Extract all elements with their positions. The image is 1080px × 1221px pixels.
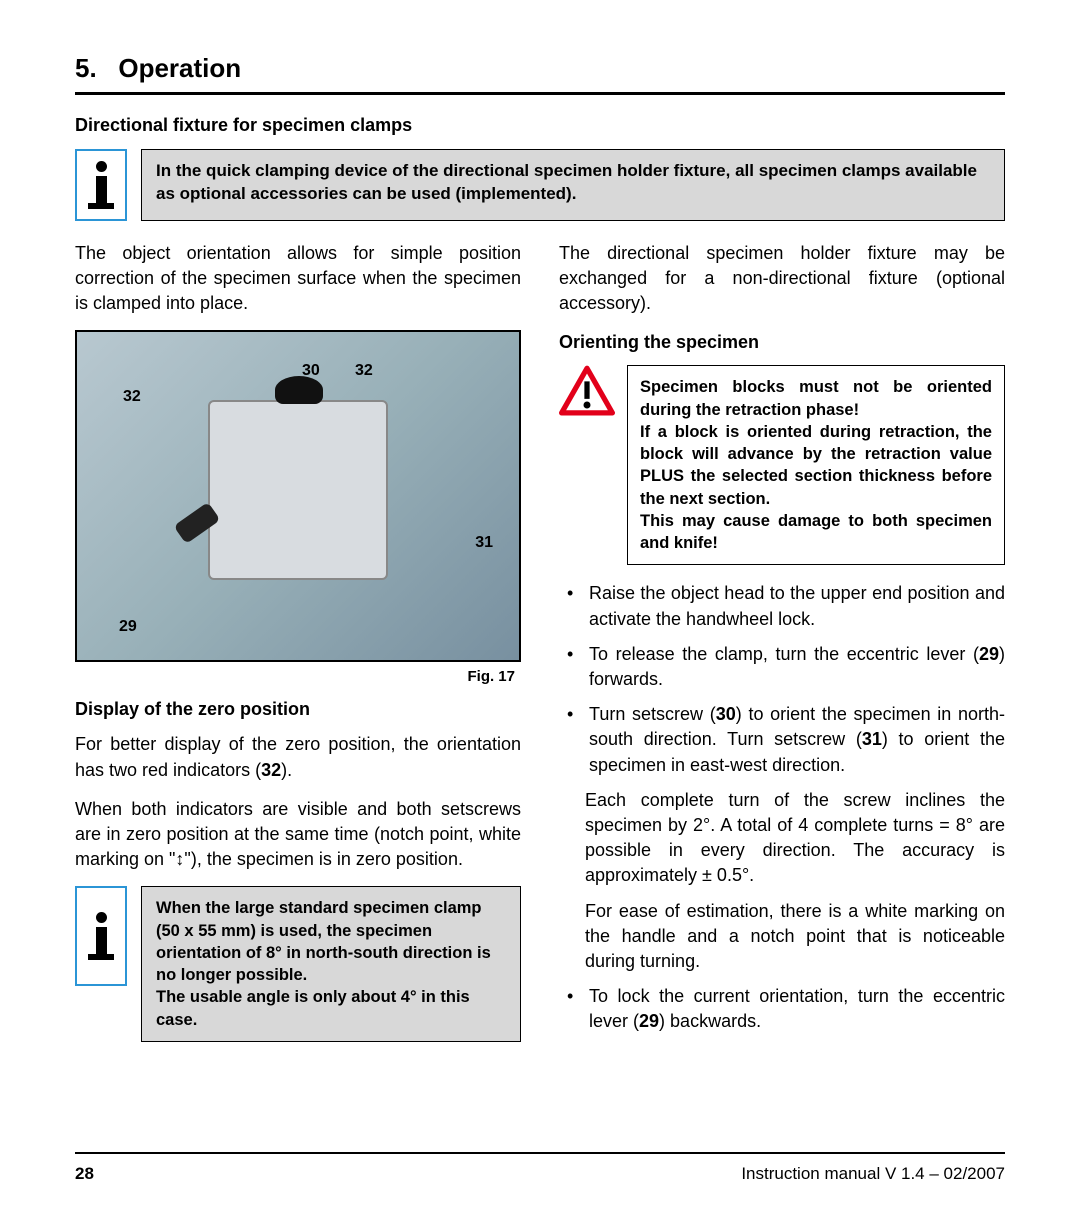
info-text-top: In the quick clamping device of the dire… [141, 149, 1005, 221]
section-number: 5. [75, 53, 97, 83]
fig-callout-32a: 32 [123, 386, 141, 408]
fig-callout-29: 29 [119, 616, 137, 638]
list-item: Raise the object head to the upper end p… [563, 581, 1005, 631]
warning-icon [559, 365, 615, 417]
instruction-list-2: To lock the current orientation, turn th… [559, 984, 1005, 1034]
subheading-fixture: Directional fixture for specimen clamps [75, 113, 1005, 138]
subheading-orienting: Orienting the specimen [559, 330, 1005, 355]
list-item: To lock the current orientation, turn th… [563, 984, 1005, 1034]
section-name: Operation [118, 53, 241, 83]
right-para-1: The directional specimen holder fixture … [559, 241, 1005, 317]
subheading-zero: Display of the zero position [75, 697, 521, 722]
fig-callout-31: 31 [475, 532, 493, 554]
sub-para-1: Each complete turn of the screw inclines… [559, 788, 1005, 889]
list-item: To release the clamp, turn the eccentric… [563, 642, 1005, 692]
warning-callout: Specimen blocks must not be oriented dur… [559, 365, 1005, 565]
page-footer: 28 Instruction manual V 1.4 – 02/2007 [75, 1152, 1005, 1186]
figure-17: 32 30 32 31 29 [75, 330, 521, 662]
info-icon [75, 886, 127, 986]
right-column: The directional specimen holder fixture … [559, 241, 1005, 1062]
list-item: Turn setscrew (30) to orient the specime… [563, 702, 1005, 778]
info-icon [75, 149, 127, 221]
left-column: The object orientation allows for simple… [75, 241, 521, 1062]
left-para-1: The object orientation allows for simple… [75, 241, 521, 317]
page-number: 28 [75, 1162, 94, 1186]
info-text-bottom: When the large standard specimen clamp (… [141, 886, 521, 1042]
section-title: 5. Operation [75, 50, 1005, 95]
footer-version: Instruction manual V 1.4 – 02/2007 [741, 1162, 1005, 1186]
fig-callout-30: 30 [302, 360, 320, 382]
info-callout-top: In the quick clamping device of the dire… [75, 149, 1005, 221]
instruction-list: Raise the object head to the upper end p… [559, 581, 1005, 777]
left-para-2: For better display of the zero position,… [75, 732, 521, 782]
figure-caption: Fig. 17 [75, 662, 521, 697]
warning-text: Specimen blocks must not be oriented dur… [627, 365, 1005, 565]
left-para-3: When both indicators are visible and bot… [75, 797, 521, 873]
fig-callout-32b: 32 [355, 360, 373, 382]
sub-para-2: For ease of estimation, there is a white… [559, 899, 1005, 975]
info-callout-bottom: When the large standard specimen clamp (… [75, 886, 521, 1042]
